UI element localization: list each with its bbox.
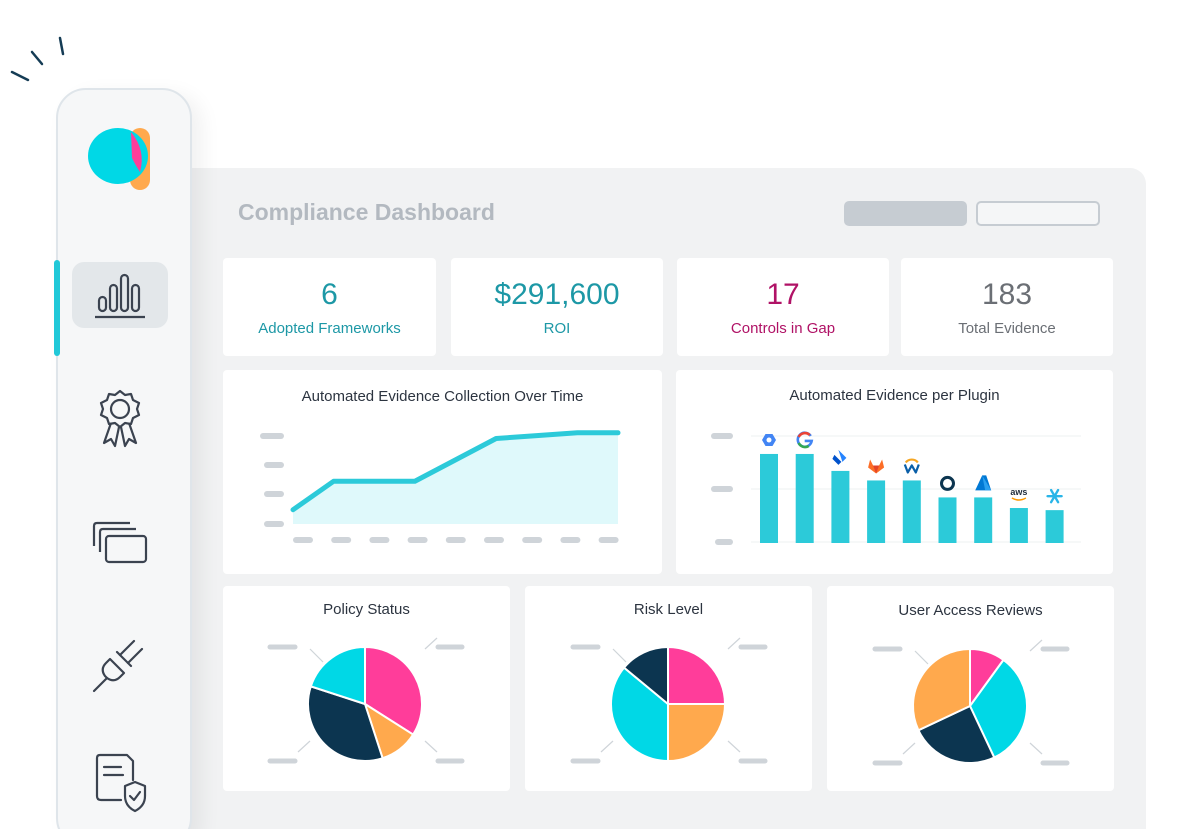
area-fill (293, 432, 618, 524)
logo (88, 128, 150, 190)
sidebar-item-dashboard[interactable] (72, 262, 168, 328)
kpi-card-frameworks[interactable]: 6 Adopted Frameworks (223, 258, 436, 356)
plugin-logo-icon (975, 475, 992, 491)
bar-chart: aws (711, 431, 1081, 545)
award-ribbon-icon (99, 389, 141, 448)
primary-action-button[interactable] (844, 201, 967, 226)
chart-title: Automated Evidence Collection Over Time (301, 388, 584, 405)
pie-slice (309, 645, 366, 706)
policy-shield-icon (95, 753, 147, 813)
leader-line (309, 648, 324, 663)
pie-slice (307, 685, 384, 762)
sidebar-item-evidence[interactable] (72, 510, 168, 576)
leader-line (612, 648, 627, 663)
kpi-value: 183 (981, 277, 1033, 311)
area-chart (260, 430, 621, 543)
kpi-label: Adopted Frameworks (258, 319, 401, 337)
secondary-action-button[interactable] (976, 201, 1100, 226)
plugin-logo-icon: aws (1010, 487, 1027, 501)
leader-line (902, 742, 916, 755)
kpi-value: 6 (321, 277, 338, 311)
chart-title: User Access Reviews (898, 602, 1043, 619)
active-nav-indicator (54, 260, 60, 356)
kpi-card-controls-gap[interactable]: 17 Controls in Gap (677, 258, 889, 356)
pie-slice (917, 704, 996, 764)
pie-chart-risk-level (570, 637, 768, 764)
bar (760, 453, 778, 543)
plugin-logo-icon (903, 458, 920, 474)
chart-title: Policy Status (323, 601, 410, 618)
bar (831, 470, 850, 543)
leader-line (297, 740, 311, 753)
leader-line (1029, 639, 1043, 652)
kpi-label: ROI (543, 319, 571, 337)
bar (1009, 508, 1028, 543)
plugin-logo-icon (868, 459, 885, 474)
bar-chart-icon (95, 273, 145, 319)
plugin-label: aws (1010, 487, 1027, 497)
pie-chart-policy-status (267, 637, 465, 764)
kpi-card-total-evidence[interactable]: 183 Total Evidence (901, 258, 1113, 356)
page-title: Compliance Dashboard (238, 199, 495, 225)
sidebar-item-policies[interactable] (72, 750, 168, 816)
sidebar-item-frameworks[interactable] (72, 386, 168, 452)
leader-line (727, 637, 741, 650)
chart-title: Risk Level (633, 601, 704, 618)
leader-line (914, 650, 929, 665)
pie-chart-user-access-reviews (872, 639, 1070, 766)
plug-icon (92, 639, 144, 693)
bar (795, 453, 814, 543)
pie-slice (912, 647, 971, 732)
bar (902, 480, 921, 543)
plugin-logo-icon (832, 449, 847, 465)
bar (938, 497, 957, 543)
pie-slice (667, 645, 727, 705)
kpi-card-roi[interactable]: $291,600 ROI (451, 258, 663, 356)
plugin-logo-icon (796, 431, 814, 449)
pie-slice (610, 666, 669, 763)
leader-line (424, 740, 438, 753)
kpi-label: Total Evidence (958, 319, 1056, 337)
chart-title: Automated Evidence per Plugin (789, 387, 1000, 404)
chart-card-evidence-per-plugin: Automated Evidence per Plugin aws (676, 370, 1113, 574)
chart-card-user-access-reviews: User Access Reviews (827, 586, 1114, 791)
pie-slice (667, 703, 727, 763)
sparkle-lines-icon (10, 36, 65, 82)
pie-slice (968, 658, 1028, 759)
chart-card-risk-level: Risk Level (525, 586, 812, 791)
kpi-value: $291,600 (494, 277, 620, 311)
chart-card-policy-status: Policy Status (223, 586, 510, 791)
chart-card-evidence-over-time: Automated Evidence Collection Over Time (223, 370, 662, 574)
bar (867, 480, 886, 543)
leader-line (727, 740, 741, 753)
bar (974, 497, 993, 543)
plugin-logo-icon (1046, 488, 1063, 504)
kpi-value: 17 (766, 277, 800, 311)
sidebar-item-integrations[interactable] (72, 630, 168, 696)
leader-line (600, 740, 614, 753)
plugin-logo-icon (940, 475, 955, 491)
bar (1045, 510, 1064, 543)
area-series-line (290, 430, 621, 513)
stacked-cards-icon (92, 521, 148, 564)
leader-line (1029, 742, 1043, 755)
plugin-logo-icon (762, 433, 776, 446)
kpi-label: Controls in Gap (730, 319, 836, 337)
sidebar (54, 88, 192, 829)
pie-slice (622, 645, 669, 707)
leader-line (424, 637, 438, 650)
